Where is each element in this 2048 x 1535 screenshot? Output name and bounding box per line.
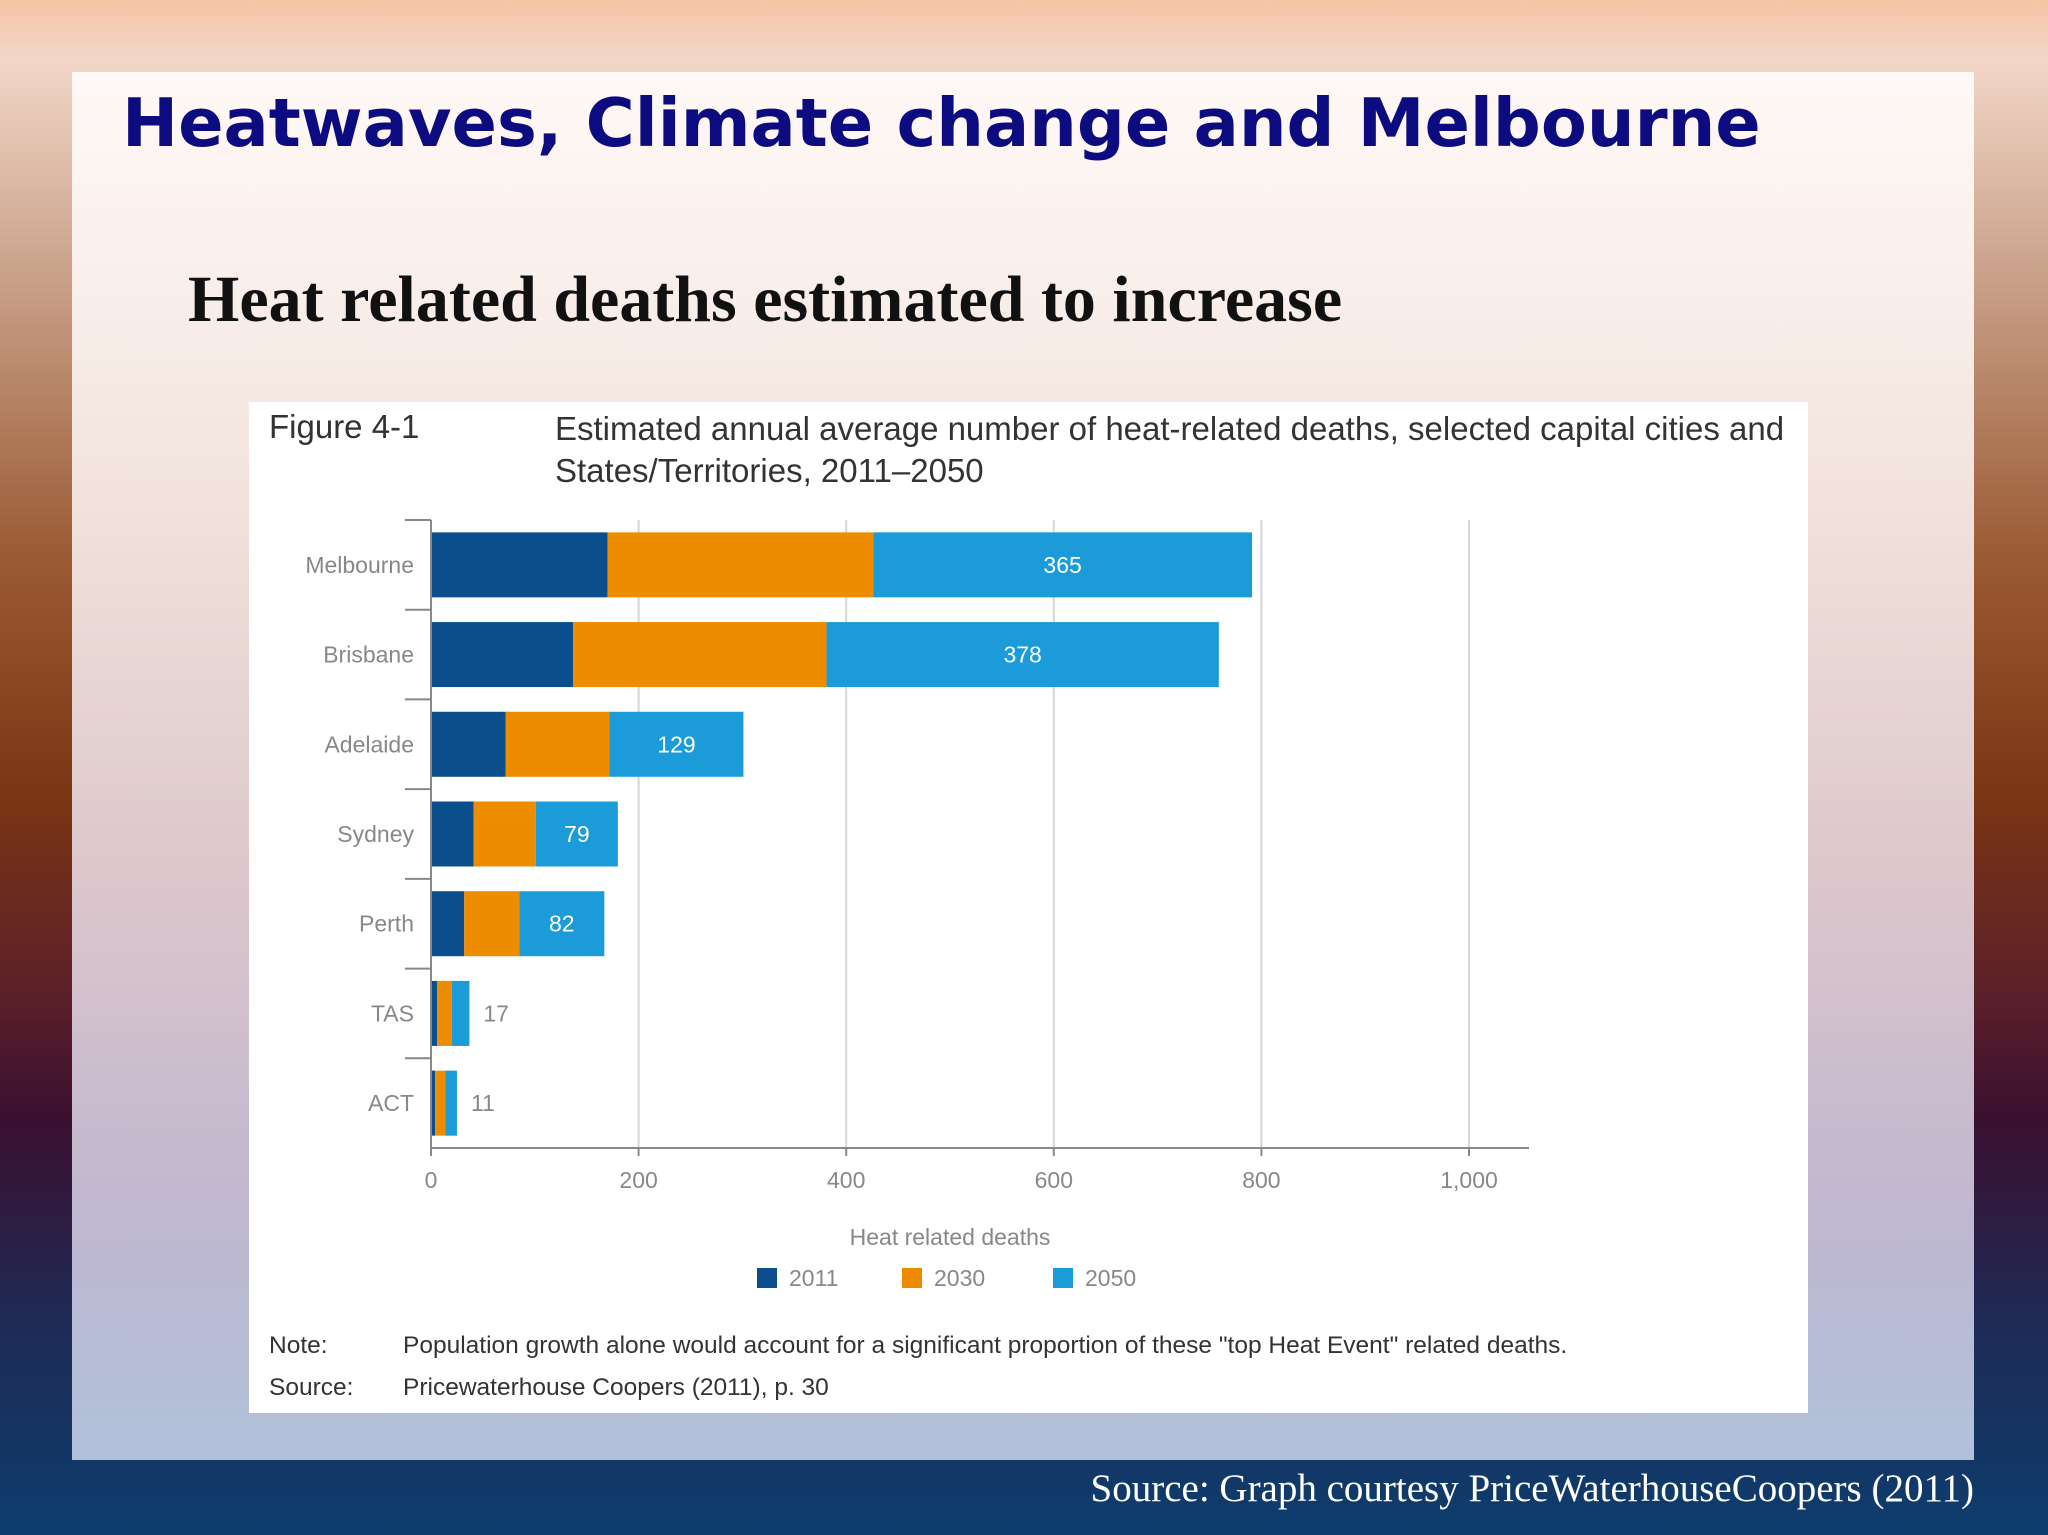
legend-swatch-2011 <box>757 1268 777 1288</box>
bar-segment-2050 <box>609 711 744 777</box>
legend-label-2030: 2030 <box>934 1265 985 1291</box>
figure-source-text: Pricewaterhouse Coopers (2011), p. 30 <box>403 1374 829 1401</box>
bar-segment-2011 <box>431 801 474 867</box>
figure-note-key: Note: <box>269 1332 328 1359</box>
bar-segment-2030 <box>505 711 610 777</box>
bar-segment-2011 <box>431 891 465 957</box>
bar-segment-2050 <box>826 622 1219 688</box>
figure-source-key: Source: <box>269 1374 354 1401</box>
data-label: 129 <box>657 731 695 757</box>
figure-note-text: Population growth alone would account fo… <box>403 1332 1568 1359</box>
bar-segment-2011 <box>431 1070 436 1136</box>
category-label: ACT <box>368 1090 414 1116</box>
slide-title: Heatwaves, Climate change and Melbourne <box>122 84 1761 162</box>
data-label: 17 <box>483 1000 509 1026</box>
data-label: 11 <box>471 1090 495 1116</box>
category-label: Sydney <box>337 821 414 847</box>
bar-segment-2050 <box>519 891 605 957</box>
figure-source: Source: Pricewaterhouse Coopers (2011), p… <box>269 1374 1799 1402</box>
bar-segment-2011 <box>431 980 438 1046</box>
bar-segment-2050 <box>535 801 618 867</box>
bar-segment-2050 <box>445 1070 457 1136</box>
category-label: Perth <box>359 911 414 937</box>
x-tick-label: 800 <box>1242 1167 1280 1193</box>
heat-deaths-bar-chart: 0 200 400 600 800 1,000 365 Melbourne 378 Brisban… <box>305 519 1529 1291</box>
category-label: Brisbane <box>323 642 414 668</box>
bar-segment-2030 <box>435 1070 446 1136</box>
footer-source: Source: Graph courtesy PriceWaterhouseCo… <box>1090 1467 1974 1510</box>
category-label: Adelaide <box>324 731 414 757</box>
figure-label: Figure 4-1 <box>269 408 420 445</box>
bar-segment-2011 <box>431 622 574 688</box>
slide-subtitle: Heat related deaths estimated to increas… <box>188 263 1343 336</box>
legend-label-2011: 2011 <box>789 1265 838 1291</box>
data-label: 82 <box>549 911 575 937</box>
bar-segment-2011 <box>431 711 506 777</box>
data-label: 365 <box>1043 552 1081 578</box>
bar-segment-2030 <box>607 532 874 598</box>
bar-segment-2030 <box>473 801 536 867</box>
figure-title: Estimated annual average number of heat-… <box>555 410 1785 489</box>
legend-swatch-2030 <box>902 1268 922 1288</box>
x-tick-label: 600 <box>1035 1167 1073 1193</box>
data-label: 378 <box>1003 642 1041 668</box>
figure-note: Note: Population growth alone would accou… <box>269 1332 1799 1360</box>
figure-4-1: Figure 4-1 Estimated annual average numb… <box>249 402 1808 1413</box>
bar-segment-2030 <box>573 622 827 688</box>
data-label: 79 <box>564 821 590 847</box>
x-tick-label: 1,000 <box>1440 1167 1498 1193</box>
x-axis-label: Heat related deaths <box>850 1224 1051 1250</box>
legend-label-2050: 2050 <box>1085 1265 1136 1291</box>
legend-swatch-2050 <box>1053 1268 1073 1288</box>
x-tick-label: 0 <box>425 1167 438 1193</box>
bar-segment-2050 <box>873 532 1253 598</box>
category-label: Melbourne <box>305 552 414 578</box>
x-tick-label: 400 <box>827 1167 865 1193</box>
x-tick-label: 200 <box>619 1167 657 1193</box>
bar-segment-2030 <box>437 980 452 1046</box>
bar-segment-2011 <box>431 532 608 598</box>
bar-segment-2050 <box>451 980 470 1046</box>
category-label: TAS <box>371 1000 414 1026</box>
bar-segment-2030 <box>464 891 520 957</box>
